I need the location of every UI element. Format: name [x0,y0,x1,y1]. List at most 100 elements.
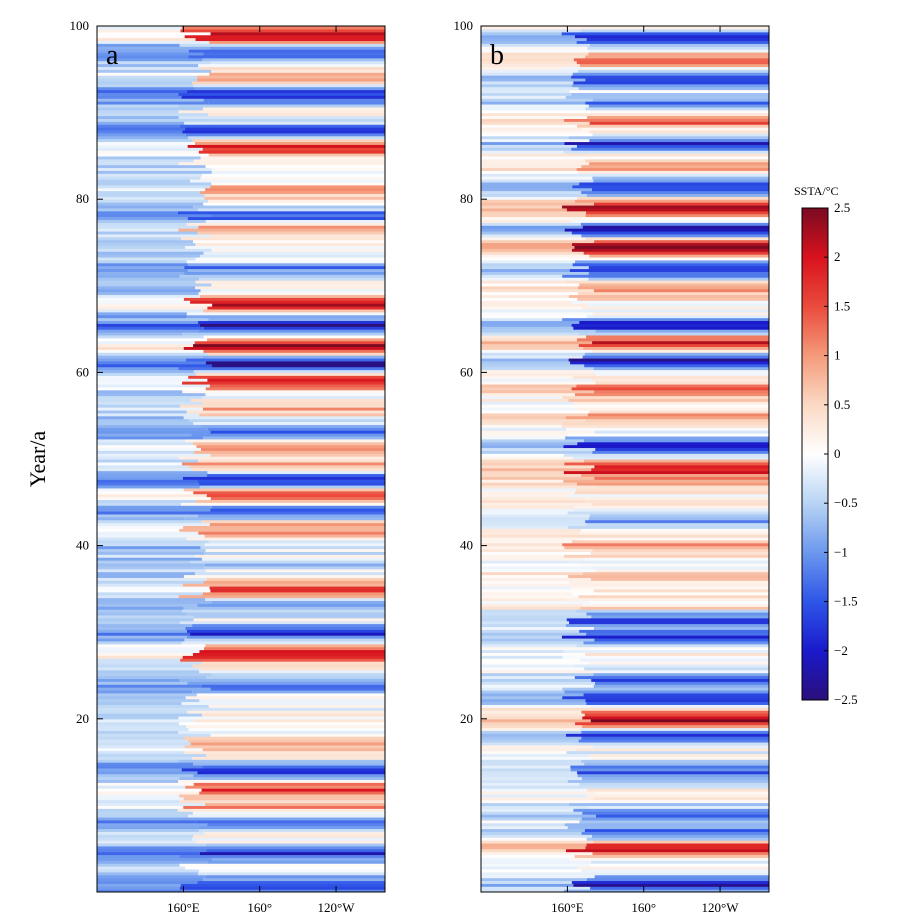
band-west-segment [97,77,198,82]
band-east-segment [193,343,385,348]
band-west-segment [481,381,596,385]
band-west-segment [481,317,563,322]
band-west-segment [481,277,589,281]
band-west-segment [97,620,180,625]
band-east-segment [592,851,769,856]
band-east-segment [581,736,769,740]
band-west-segment [97,886,180,890]
band-east-segment [209,383,385,388]
band-east-segment [195,141,385,145]
band-west-segment [481,759,582,763]
band-east-segment [178,721,385,726]
band-west-segment [97,40,210,44]
band-east-segment [583,640,769,645]
band-west-segment [481,280,566,284]
band-east-segment [183,796,385,801]
band-east-segment [208,153,385,157]
band-east-segment [207,378,385,382]
band-west-segment [97,386,206,391]
band-west-segment [97,456,179,460]
band-west-segment [97,337,208,342]
band-east-segment [205,360,385,365]
band-west-segment [481,687,563,691]
band-west-segment [481,450,593,454]
band-east-segment [193,239,385,244]
band-west-segment [481,144,577,148]
band-east-segment [193,204,385,209]
band-east-segment [195,285,385,290]
band-west-segment [97,531,199,535]
band-east-segment [562,274,769,278]
band-west-segment [97,352,208,356]
band-west-segment [97,490,194,495]
band-west-segment [97,655,183,659]
band-west-segment [481,600,591,604]
band-east-segment [584,713,769,717]
band-east-segment [572,242,769,246]
band-east-segment [206,848,385,853]
panel-a-frame [96,25,386,893]
band-east-segment [577,69,769,73]
band-west-segment [481,623,566,628]
band-west-segment [97,66,201,70]
band-east-segment [188,739,385,743]
band-east-segment [205,386,385,391]
band-east-segment [588,303,769,307]
band-east-segment [184,34,385,39]
band-east-segment [576,643,769,648]
band-east-segment [573,883,769,887]
band-west-segment [481,669,596,674]
band-west-segment [481,652,586,656]
band-west-segment [481,360,571,365]
band-east-segment [593,684,769,688]
band-west-segment [97,724,187,729]
band-east-segment [568,802,769,806]
band-east-segment [592,98,769,102]
band-west-segment [97,646,205,651]
band-west-segment [97,499,196,503]
band-west-segment [481,418,586,423]
band-east-segment [590,886,769,890]
panel-b-frame [480,25,770,893]
band-west-segment [481,482,577,486]
band-west-segment [97,282,212,287]
colorbar-title: SSTA/°C [794,184,839,198]
band-east-segment [182,461,385,466]
band-east-segment [585,54,769,59]
band-east-segment [199,482,385,486]
band-east-segment [179,528,385,532]
band-west-segment [481,620,570,625]
band-west-segment [481,802,569,806]
band-west-segment [97,331,183,336]
band-west-segment [481,447,596,451]
band-west-segment [481,158,586,163]
band-west-segment [97,831,205,835]
band-east-segment [193,762,385,766]
band-east-segment [189,418,385,423]
band-west-segment [481,675,575,679]
band-east-segment [576,609,769,613]
band-east-segment [586,308,769,313]
band-west-segment [97,782,194,786]
band-west-segment [97,401,203,405]
band-east-segment [202,713,385,717]
band-east-segment [582,306,769,310]
band-east-segment [572,404,769,408]
band-west-segment [481,597,567,602]
band-east-segment [562,204,769,209]
band-east-segment [193,718,385,723]
y-tick-label: 100 [70,18,90,33]
band-west-segment [97,744,185,749]
band-west-segment [481,724,583,729]
band-west-segment [97,675,207,679]
band-west-segment [97,138,193,143]
band-west-segment [481,707,586,711]
band-east-segment [210,588,385,593]
band-east-segment [183,346,385,350]
band-west-segment [97,692,197,697]
band-east-segment [196,692,385,697]
band-west-segment [97,404,180,408]
band-west-segment [97,718,194,723]
band-east-segment [575,721,769,726]
